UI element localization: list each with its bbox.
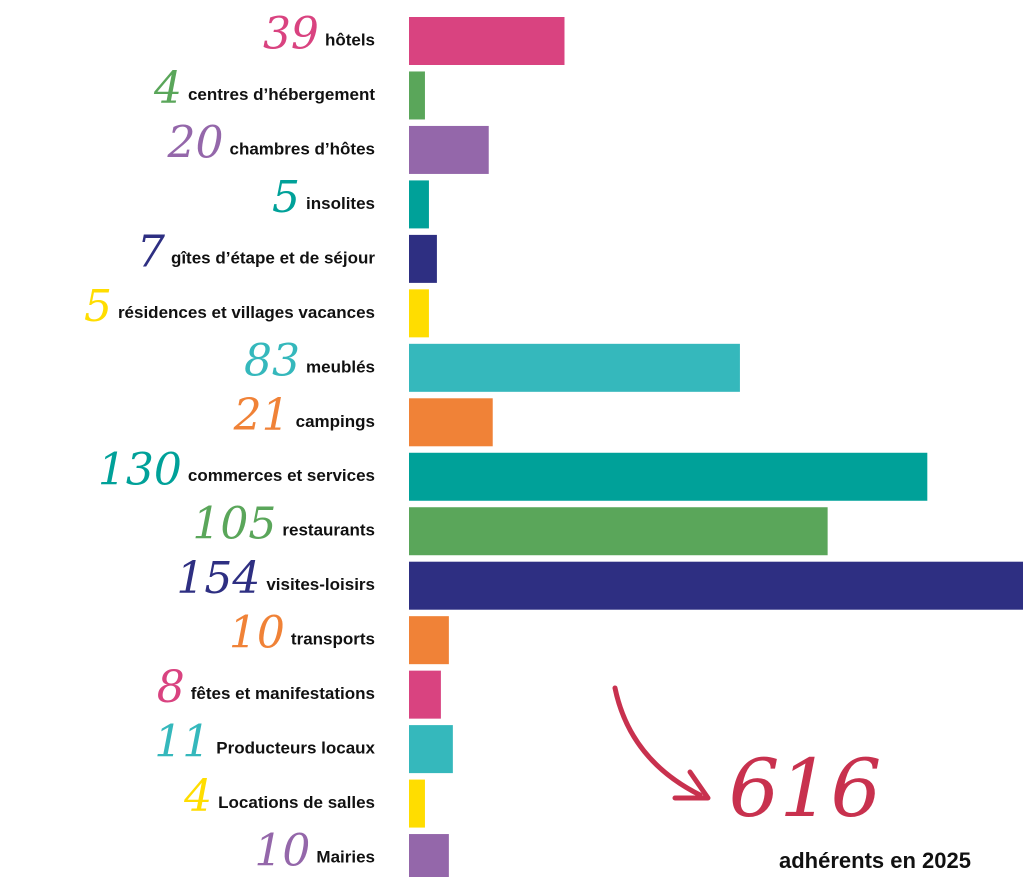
category-label: fêtes et manifestations <box>191 684 375 703</box>
value-label: 130 <box>98 444 182 495</box>
bar <box>409 725 453 774</box>
bar <box>409 507 828 556</box>
value-label: 10 <box>229 608 285 659</box>
category-label: hôtels <box>325 30 375 49</box>
value-label: 7 <box>137 226 165 277</box>
bar <box>409 779 425 828</box>
category-label: Mairies <box>316 848 375 867</box>
category-label: chambres d’hôtes <box>230 139 376 158</box>
bar <box>409 834 449 882</box>
bar <box>409 71 425 120</box>
category-label: transports <box>291 630 375 649</box>
category-label: Locations de salles <box>218 793 375 812</box>
category-label: gîtes d’étape et de séjour <box>171 248 375 267</box>
value-label: 5 <box>272 172 300 223</box>
bar <box>409 343 740 392</box>
value-label: 4 <box>153 63 182 114</box>
bar <box>409 125 489 174</box>
category-label: restaurants <box>282 521 375 540</box>
value-label: 83 <box>244 335 300 386</box>
value-label: 4 <box>183 771 212 822</box>
bar <box>409 17 565 65</box>
category-label: visites-loisirs <box>266 575 375 594</box>
value-label: 39 <box>263 9 319 60</box>
value-label: 11 <box>154 717 210 768</box>
bar <box>409 616 449 665</box>
category-label: résidences et villages vacances <box>118 303 375 322</box>
arrow <box>612 685 703 798</box>
bar <box>409 561 1023 610</box>
bar <box>409 670 441 719</box>
bar <box>409 452 928 501</box>
category-label: centres d’hébergement <box>188 85 375 104</box>
value-label: 154 <box>176 553 260 604</box>
total-label: adhérents en 2025 <box>779 848 971 873</box>
category-label: commerces et services <box>188 466 375 485</box>
bar <box>409 180 429 229</box>
arrow-head <box>672 769 711 801</box>
bar <box>409 398 493 447</box>
category-label: Producteurs locaux <box>216 739 375 758</box>
value-label: 5 <box>84 281 112 332</box>
category-label: insolites <box>306 194 375 213</box>
bar <box>409 289 429 338</box>
total: 616 <box>729 742 882 835</box>
value-label: 105 <box>192 499 276 550</box>
bar <box>409 234 437 283</box>
category-label: campings <box>296 412 375 431</box>
value-label: 21 <box>233 390 290 441</box>
value-label: 10 <box>254 826 310 877</box>
value-label: 8 <box>157 662 185 713</box>
category-label: meublés <box>306 357 375 376</box>
value-label: 20 <box>167 117 224 168</box>
